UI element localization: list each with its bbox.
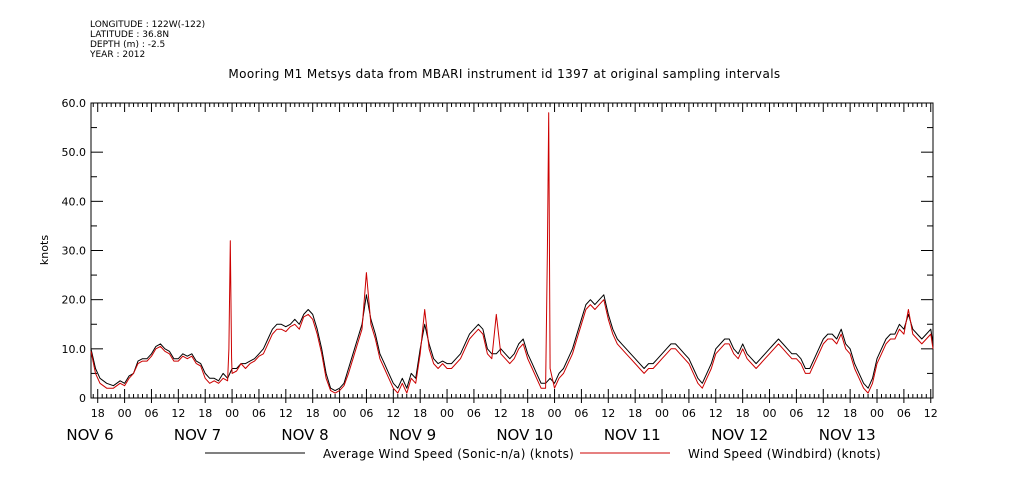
- x-tick-label: 12: [386, 407, 400, 420]
- x-tick-label: 12: [601, 407, 615, 420]
- depth-label: DEPTH (m) : -2.5: [90, 40, 166, 50]
- legend: Average Wind Speed (Sonic-n/a) (knots) W…: [205, 447, 881, 461]
- y-tick-label: 20.0: [62, 294, 87, 307]
- series-line-average-sonic: [90, 294, 934, 392]
- metadata-block: LONGITUDE : 122W(-122) LATITUDE : 36.8N …: [90, 20, 205, 60]
- y-tick-label: 30.0: [62, 245, 87, 258]
- x-tick-label: 00: [763, 407, 777, 420]
- latitude-label: LATITUDE : 36.8N: [90, 30, 170, 40]
- x-tick-label: 00: [440, 407, 454, 420]
- x-tick-label: 18: [413, 407, 427, 420]
- longitude-label: LONGITUDE : 122W(-122): [90, 20, 206, 30]
- x-tick-label: 00: [655, 407, 669, 420]
- x-tick-label: 00: [118, 407, 132, 420]
- x-tick-label: 06: [574, 407, 588, 420]
- x-tick-label: 06: [359, 407, 373, 420]
- y-tick-label: 40.0: [62, 195, 87, 208]
- axes: 0 10.0 20.0 30.0 40.0 50.0 60.0 18 00 06 12 18 00 06 1…: [62, 97, 938, 444]
- x-tick-label: 06: [144, 407, 158, 420]
- x-tick-label: 00: [333, 407, 347, 420]
- x-tick-label: 00: [225, 407, 239, 420]
- x-tick-label: 00: [870, 407, 884, 420]
- x-tick-label: 06: [252, 407, 266, 420]
- x-day-label: NOV 6: [66, 426, 113, 444]
- series-layer: [90, 112, 934, 394]
- legend-label-average: Average Wind Speed (Sonic-n/a) (knots): [323, 447, 574, 461]
- x-tick-label: 00: [548, 407, 562, 420]
- y-axis-label: knots: [38, 235, 51, 265]
- x-tick-label: 06: [467, 407, 481, 420]
- x-tick-label: 12: [279, 407, 293, 420]
- x-day-label: NOV 10: [496, 426, 553, 444]
- x-tick-label: 18: [628, 407, 642, 420]
- x-day-label: NOV 12: [711, 426, 768, 444]
- x-tick-label: 18: [521, 407, 535, 420]
- x-tick-label: 06: [789, 407, 803, 420]
- x-tick-label: 18: [198, 407, 212, 420]
- x-tick-label: 18: [306, 407, 320, 420]
- x-tick-label: 12: [171, 407, 185, 420]
- x-tick-label: 12: [924, 407, 938, 420]
- x-day-label: NOV 8: [281, 426, 328, 444]
- chart-title: Mooring M1 Metsys data from MBARI instru…: [228, 67, 781, 81]
- x-day-label: NOV 11: [604, 426, 661, 444]
- x-day-label: NOV 13: [819, 426, 876, 444]
- x-tick-label: 18: [91, 407, 105, 420]
- x-tick-label: 18: [843, 407, 857, 420]
- y-tick-label: 50.0: [62, 146, 87, 159]
- x-tick-label: 18: [736, 407, 750, 420]
- x-day-label: NOV 7: [174, 426, 221, 444]
- x-tick-label: 12: [709, 407, 723, 420]
- year-label: YEAR : 2012: [90, 50, 146, 60]
- x-tick-label: 12: [494, 407, 508, 420]
- x-day-label: NOV 9: [389, 426, 436, 444]
- plot-frame: [90, 102, 934, 399]
- y-tick-label: 10.0: [62, 343, 87, 356]
- legend-label-windbird: Wind Speed (Windbird) (knots): [688, 447, 881, 461]
- y-tick-label: 60.0: [62, 97, 87, 110]
- x-tick-label: 12: [816, 407, 830, 420]
- series-line-windbird: [90, 112, 934, 394]
- x-tick-label: 06: [682, 407, 696, 420]
- x-tick-label: 06: [897, 407, 911, 420]
- y-tick-label: 0: [79, 392, 86, 405]
